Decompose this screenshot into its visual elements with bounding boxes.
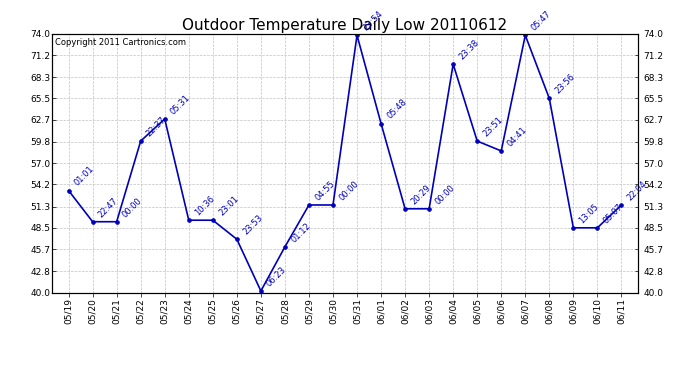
Text: 23:56: 23:56	[553, 72, 577, 96]
Text: 05:31: 05:31	[169, 93, 192, 116]
Text: 05:07: 05:07	[602, 202, 625, 225]
Text: 22:04: 22:04	[626, 179, 649, 202]
Text: 23:51: 23:51	[482, 115, 504, 138]
Text: 22:37: 22:37	[145, 115, 168, 138]
Text: Copyright 2011 Cartronics.com: Copyright 2011 Cartronics.com	[55, 38, 186, 46]
Title: Outdoor Temperature Daily Low 20110612: Outdoor Temperature Daily Low 20110612	[182, 18, 508, 33]
Text: 00:00: 00:00	[433, 183, 457, 206]
Text: 23:54: 23:54	[361, 9, 384, 33]
Text: 23:53: 23:53	[241, 213, 264, 237]
Text: 01:12: 01:12	[289, 221, 313, 244]
Text: 00:00: 00:00	[337, 179, 360, 202]
Text: 23:38: 23:38	[457, 38, 481, 62]
Text: 04:55: 04:55	[313, 179, 336, 202]
Text: 22:47: 22:47	[97, 196, 120, 219]
Text: 04:41: 04:41	[505, 125, 529, 148]
Text: 10:36: 10:36	[193, 194, 216, 217]
Text: 05:48: 05:48	[385, 98, 408, 121]
Text: 06:23: 06:23	[265, 265, 288, 288]
Text: 13:05: 13:05	[578, 202, 601, 225]
Text: 20:29: 20:29	[409, 183, 433, 206]
Text: 05:47: 05:47	[529, 9, 553, 33]
Text: 23:01: 23:01	[217, 194, 240, 217]
Text: 01:01: 01:01	[72, 165, 96, 188]
Text: 00:00: 00:00	[121, 196, 144, 219]
